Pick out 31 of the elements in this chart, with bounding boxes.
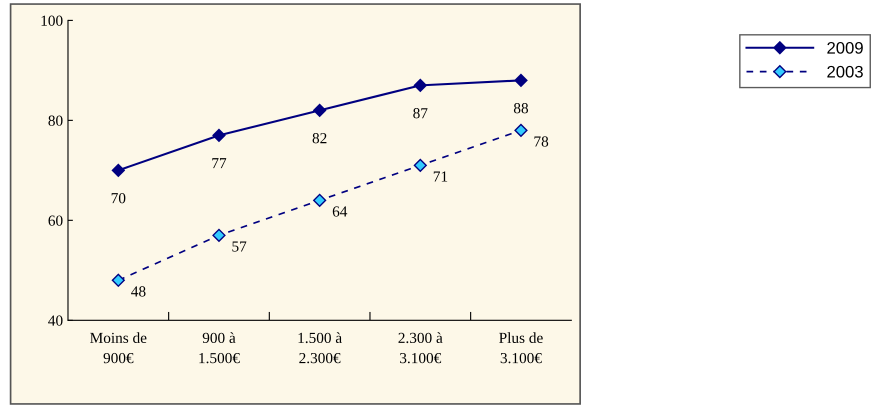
data-label: 77	[212, 158, 226, 168]
x-tick-label: Moins de 900€	[90, 332, 146, 364]
legend-label: 2003	[827, 66, 863, 78]
point	[414, 158, 427, 172]
point	[212, 128, 226, 142]
y-tick-label: 100	[42, 16, 63, 26]
data-label: 64	[332, 206, 348, 217]
data-label: 82	[312, 133, 326, 144]
legend-label: 2009	[827, 42, 863, 54]
y-tick-label: 40	[48, 315, 63, 326]
data-label: 48	[131, 286, 146, 297]
x-tick-label: 2.300 à 3.100€	[398, 332, 443, 364]
data-label: 88	[514, 103, 528, 114]
x-tick-label: Plus de 3.100€	[499, 332, 543, 364]
y-tick-label: 60	[48, 215, 63, 226]
point	[414, 78, 427, 92]
point	[514, 124, 528, 137]
point	[212, 228, 226, 242]
data-label: 57	[232, 241, 246, 252]
point	[112, 274, 125, 287]
data-label: 71	[434, 171, 448, 182]
x-tick-label: 900 à 1.500€	[199, 332, 240, 364]
point	[514, 74, 528, 87]
x-tick-label: 1.500 à 2.300€	[298, 332, 342, 364]
data-label: 87	[413, 108, 428, 118]
point	[313, 104, 326, 117]
point	[112, 164, 125, 177]
data-label: 70	[112, 193, 126, 204]
y-tick-label: 80	[48, 116, 63, 126]
point	[313, 194, 326, 207]
data-label: 78	[534, 136, 548, 147]
